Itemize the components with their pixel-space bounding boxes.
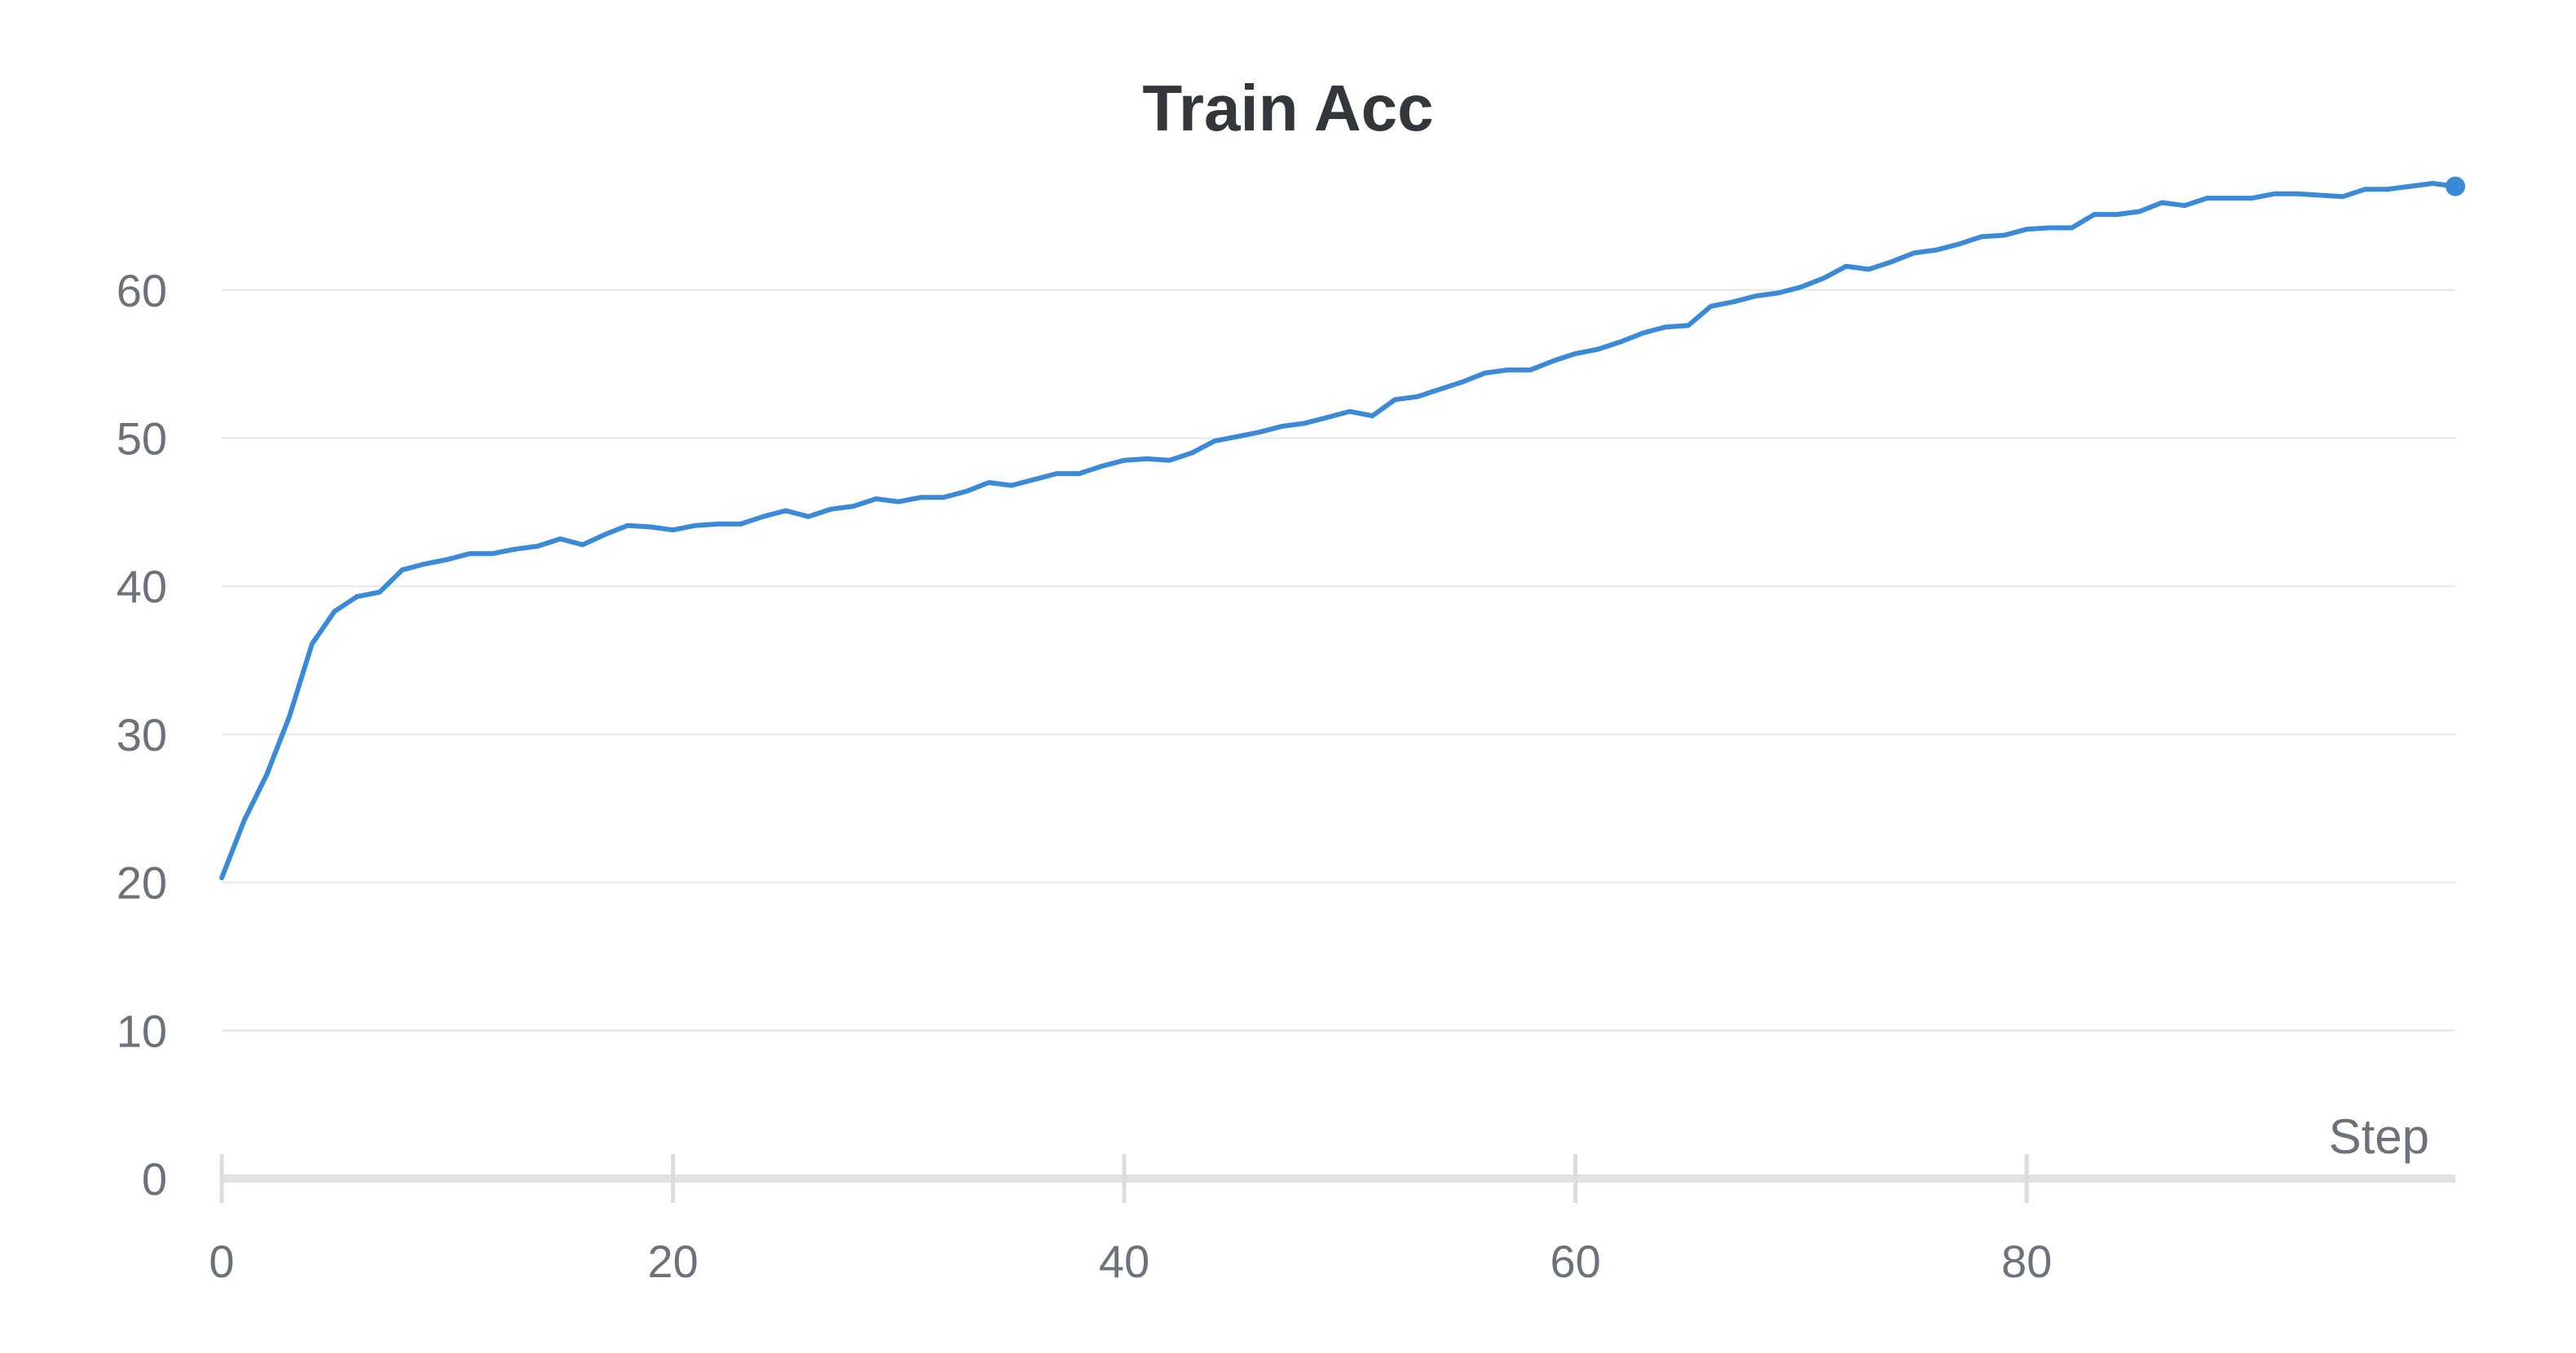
y-tick-label-30: 30 <box>117 709 167 760</box>
y-axis-tick-labels: 0 10 20 30 40 50 60 <box>117 265 167 1205</box>
x-tick-label-40: 40 <box>1099 1236 1149 1287</box>
x-tick-label-20: 20 <box>647 1236 698 1287</box>
x-axis-label: Step <box>2329 1109 2429 1164</box>
gridlines <box>222 289 2455 1032</box>
y-tick-label-20: 20 <box>117 857 167 909</box>
x-axis-tick-labels: 0 20 40 60 80 <box>209 1154 2052 1287</box>
y-tick-label-60: 60 <box>117 265 167 316</box>
series-group <box>219 176 2465 881</box>
chart-title: Train Acc <box>1142 72 1433 144</box>
y-tick-label-50: 50 <box>117 413 167 465</box>
series-end-point-0 <box>2446 176 2465 196</box>
y-tick-label-10: 10 <box>117 1005 167 1056</box>
series-line-0 <box>219 181 2458 881</box>
x-tick-label-0: 0 <box>209 1236 234 1287</box>
x-tick-label-60: 60 <box>1550 1236 1600 1287</box>
x-tick-label-80: 80 <box>2001 1236 2052 1287</box>
y-tick-label-40: 40 <box>117 561 167 612</box>
y-tick-label-0: 0 <box>142 1153 167 1205</box>
